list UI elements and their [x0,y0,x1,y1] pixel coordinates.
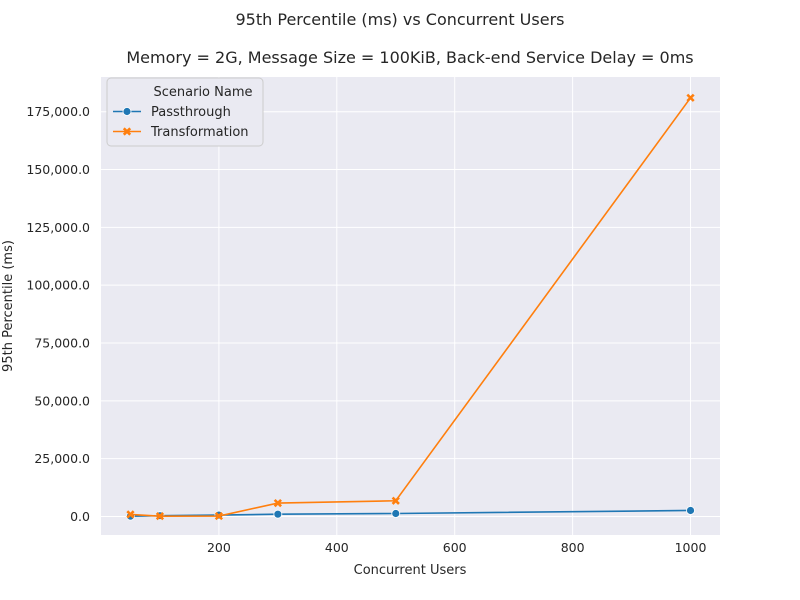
transformation-data-point [214,511,224,521]
y-tick-label: 25,000.0 [34,451,90,466]
chart-subtitle: Memory = 2G, Message Size = 100KiB, Back… [126,48,694,67]
x-marker-stroke [122,127,132,136]
y-axis-label: 95th Percentile (ms) [1,240,16,372]
legend: Scenario Name Passthrough Transformation [106,77,264,147]
x-marker-stroke [214,511,224,521]
x-tick-label: 1000 [675,540,707,555]
passthrough-data-point [273,509,283,519]
transformation-data-point [155,512,165,521]
transformation-legend-marker [122,127,132,136]
x-marker-stroke [686,93,695,102]
x-axis-label: Concurrent Users [354,563,467,578]
x-marker-stroke [391,496,400,505]
x-tick-label: 400 [325,540,349,555]
transformation-data-point [273,498,282,508]
x-marker-stroke [126,510,135,519]
legend-title: Scenario Name [154,85,253,100]
x-tick-label: 200 [207,540,231,555]
transformation-data-point [126,510,135,519]
x-tick-label: 800 [561,540,585,555]
series-layer [126,93,695,521]
y-tick-label: 150,000.0 [26,162,90,177]
x-tick-label: 600 [443,540,467,555]
x-marker-stroke [155,512,165,521]
y-tick-label: 0.0 [70,509,90,524]
transformation-series-line [130,97,692,517]
legend-box [106,77,264,147]
grid-lines [101,77,720,535]
x-marker-stroke [273,498,282,508]
y-tick-label: 125,000.0 [26,220,90,235]
passthrough-legend-marker [122,107,132,116]
x-axis: 200 400 600 800 1000 [207,540,707,555]
passthrough-data-point [391,509,401,518]
y-tick-label: 50,000.0 [34,393,90,408]
y-tick-label: 100,000.0 [26,278,90,293]
y-tick-label: 175,000.0 [26,104,90,119]
y-axis: 0.0 25,000.0 50,000.0 75,000.0 100,000.0 125,… [26,104,90,524]
chart-suptitle: 95th Percentile (ms) vs Concurrent Users [235,10,565,29]
passthrough-legend-label: Passthrough [151,105,231,120]
transformation-legend-label: Transformation [150,125,249,140]
y-tick-label: 75,000.0 [34,336,90,351]
passthrough-data-point [686,506,695,515]
transformation-data-point [391,496,400,505]
transformation-data-point [686,93,695,102]
